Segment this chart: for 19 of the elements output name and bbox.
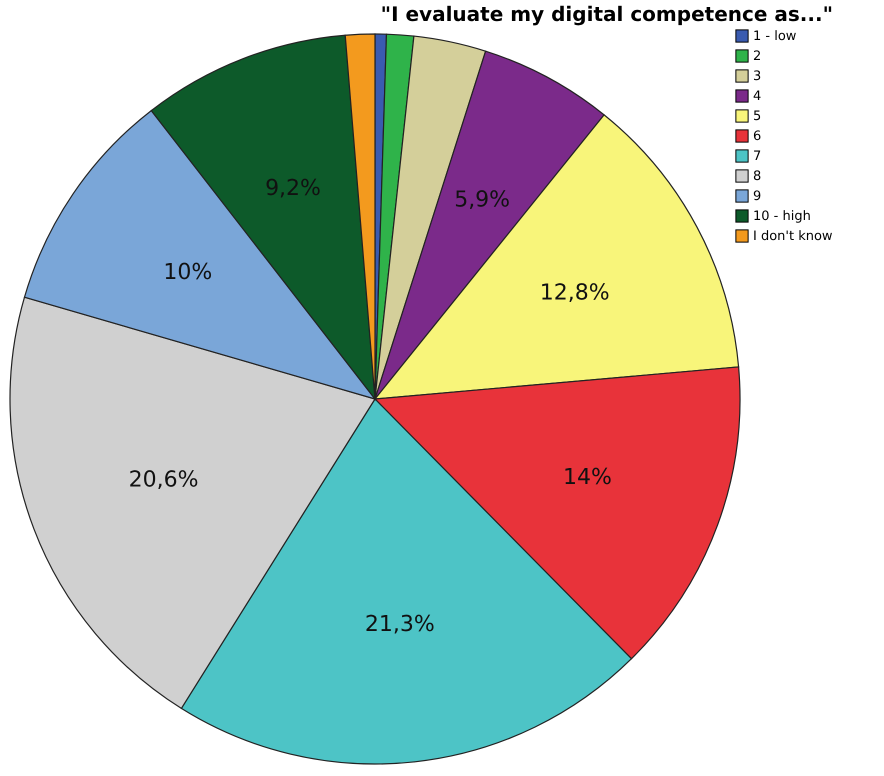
data-label: 9,2% <box>265 176 321 202</box>
data-label: 12,8% <box>540 280 610 306</box>
legend-label: 10 - high <box>753 209 811 224</box>
chart-title: "I evaluate my digital competence as..." <box>380 2 833 26</box>
legend-label: 4 <box>753 89 762 104</box>
data-label: 21,3% <box>364 612 435 637</box>
data-label: 20,6% <box>128 468 199 493</box>
legend-label: 5 <box>753 109 762 124</box>
data-label: 5,9% <box>454 188 510 213</box>
legend-label: 2 <box>753 49 762 64</box>
legend-label: 9 <box>753 189 762 204</box>
data-label: 10% <box>163 260 212 285</box>
legend-label: I don't know <box>753 229 833 244</box>
data-label: 14% <box>562 464 612 490</box>
legend-label: 6 <box>753 129 762 144</box>
legend-label: 1 - low <box>753 29 797 44</box>
legend-label: 3 <box>753 69 762 84</box>
legend-label: 7 <box>753 149 762 164</box>
legend-label: 8 <box>753 169 762 184</box>
